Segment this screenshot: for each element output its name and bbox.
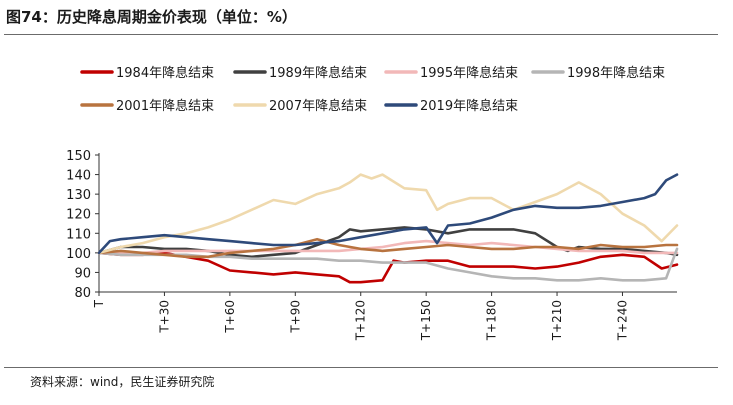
series-line-3 [97, 239, 679, 255]
bottom-divider [4, 367, 718, 368]
series-line-4 [97, 247, 679, 282]
x-tick-label: T+210 [550, 300, 564, 341]
y-tick-label: 130 [66, 188, 91, 203]
x-tick-label: T+150 [419, 300, 433, 341]
x-tick-label: T [92, 299, 106, 308]
page-title: 图74：历史降息周期金价表现（单位：%） [6, 8, 297, 26]
top-divider [4, 34, 718, 35]
y-tick-label: 150 [66, 149, 91, 164]
y-tick-label: 100 [66, 247, 91, 262]
legend-label-7: 2019年降息结束 [420, 98, 518, 114]
series-line-1 [97, 251, 679, 284]
x-tick-label: T+30 [157, 300, 171, 334]
y-tick-label: 80 [74, 286, 91, 301]
x-tick-label: T+120 [354, 300, 368, 341]
series-line-5 [97, 237, 679, 259]
x-tick-label: T+90 [288, 300, 302, 334]
series-line-6 [97, 173, 679, 255]
chart-series [97, 173, 679, 284]
x-tick-label: T+240 [615, 300, 629, 341]
x-tick-label: T+180 [485, 300, 499, 341]
chart-axes: 150 140 130 120 110 100 90 80T T+30 T+60 T+90 T+120… [66, 149, 677, 341]
series-line-7 [97, 173, 679, 255]
y-tick-label: 110 [66, 227, 91, 242]
chart-legend: 1984年降息结束 1989年降息结束 1995年降息结束 1998年降息结束 2001… [80, 65, 665, 114]
legend-label-4: 1998年降息结束 [567, 65, 665, 81]
legend-label-5: 2001年降息结束 [116, 98, 214, 114]
legend-label-3: 1995年降息结束 [420, 65, 518, 81]
x-tick-label: T+60 [223, 300, 237, 334]
y-tick-label: 140 [66, 169, 91, 184]
y-tick-label: 120 [66, 208, 91, 223]
y-tick-label: 90 [74, 266, 91, 281]
legend-label-1: 1984年降息结束 [116, 65, 214, 81]
legend-label-2: 1989年降息结束 [269, 65, 367, 81]
source-note: 资料来源：wind，民生证券研究院 [30, 375, 215, 389]
legend-label-6: 2007年降息结束 [269, 98, 367, 114]
